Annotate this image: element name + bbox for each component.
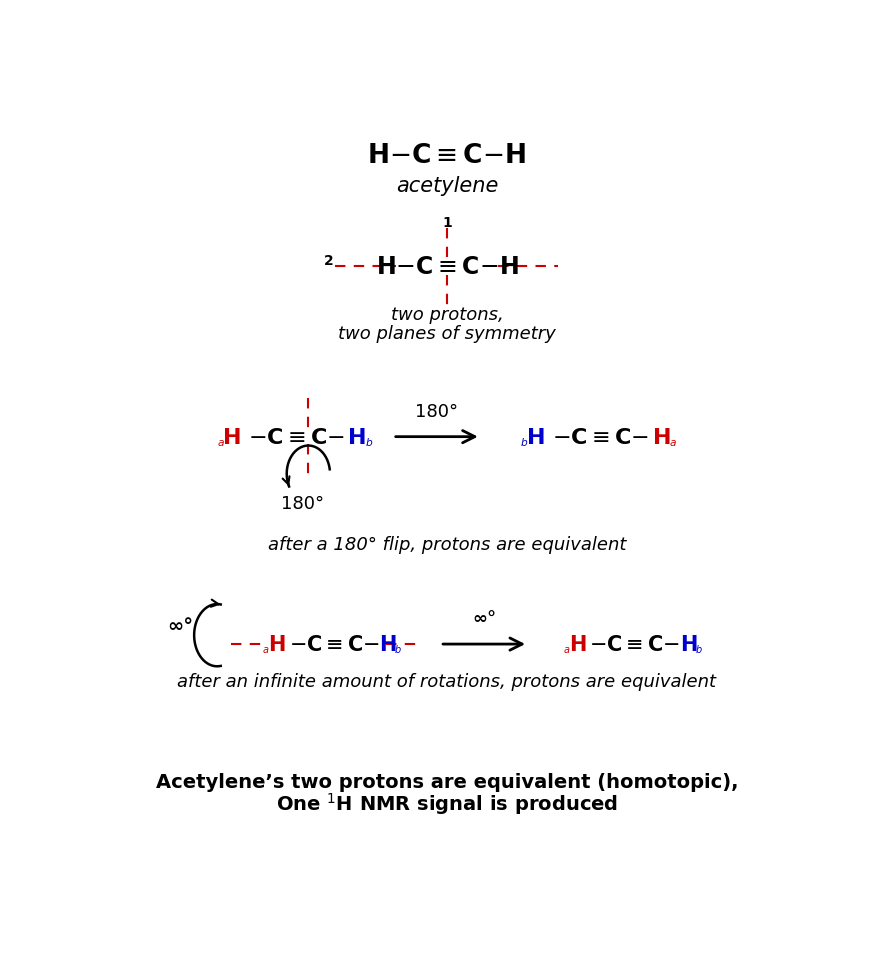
Text: 2: 2	[324, 254, 333, 268]
Text: H$-$C$\equiv$C$-$H: H$-$C$\equiv$C$-$H	[367, 143, 527, 169]
Text: One $^1$H NMR signal is produced: One $^1$H NMR signal is produced	[276, 791, 618, 817]
Text: H: H	[222, 428, 242, 447]
Text: acetylene: acetylene	[396, 176, 498, 196]
Text: $_b$: $_b$	[521, 433, 528, 449]
Text: ∞°: ∞°	[472, 609, 496, 628]
Text: $_a$: $_a$	[670, 433, 678, 449]
Text: Acetylene’s two protons are equivalent (homotopic),: Acetylene’s two protons are equivalent (…	[155, 772, 739, 791]
Text: $_b$: $_b$	[695, 641, 703, 655]
Text: after a 180° flip, protons are equivalent: after a 180° flip, protons are equivalen…	[268, 535, 626, 554]
Text: $_b$: $_b$	[394, 641, 402, 655]
Text: H: H	[268, 634, 285, 654]
Text: H: H	[680, 634, 698, 654]
Text: $_a$: $_a$	[562, 641, 570, 655]
Text: H$-$C$\equiv$C$-$H: H$-$C$\equiv$C$-$H	[376, 255, 518, 279]
Text: two planes of symmetry: two planes of symmetry	[338, 325, 555, 343]
Text: 180°: 180°	[415, 403, 459, 420]
Text: $-$C$\equiv$C$-$: $-$C$\equiv$C$-$	[289, 634, 379, 654]
Text: 180°: 180°	[282, 495, 324, 513]
Text: $-$C$\equiv$C$-$: $-$C$\equiv$C$-$	[589, 634, 680, 654]
Text: $_b$: $_b$	[365, 433, 373, 449]
Text: $_a$: $_a$	[216, 433, 224, 449]
Text: 1: 1	[442, 215, 452, 230]
Text: after an infinite amount of rotations, protons are equivalent: after an infinite amount of rotations, p…	[177, 673, 717, 690]
Text: H: H	[349, 428, 367, 447]
Text: H: H	[569, 634, 586, 654]
Text: $-$C$\equiv$C$-$: $-$C$\equiv$C$-$	[248, 428, 344, 447]
Text: $-$C$\equiv$C$-$: $-$C$\equiv$C$-$	[552, 428, 649, 447]
Text: H: H	[379, 634, 397, 654]
Text: ∞°: ∞°	[167, 616, 193, 635]
Text: $_a$: $_a$	[262, 641, 269, 655]
Text: H: H	[527, 428, 545, 447]
Text: H: H	[652, 428, 671, 447]
Text: two protons,: two protons,	[391, 307, 503, 324]
